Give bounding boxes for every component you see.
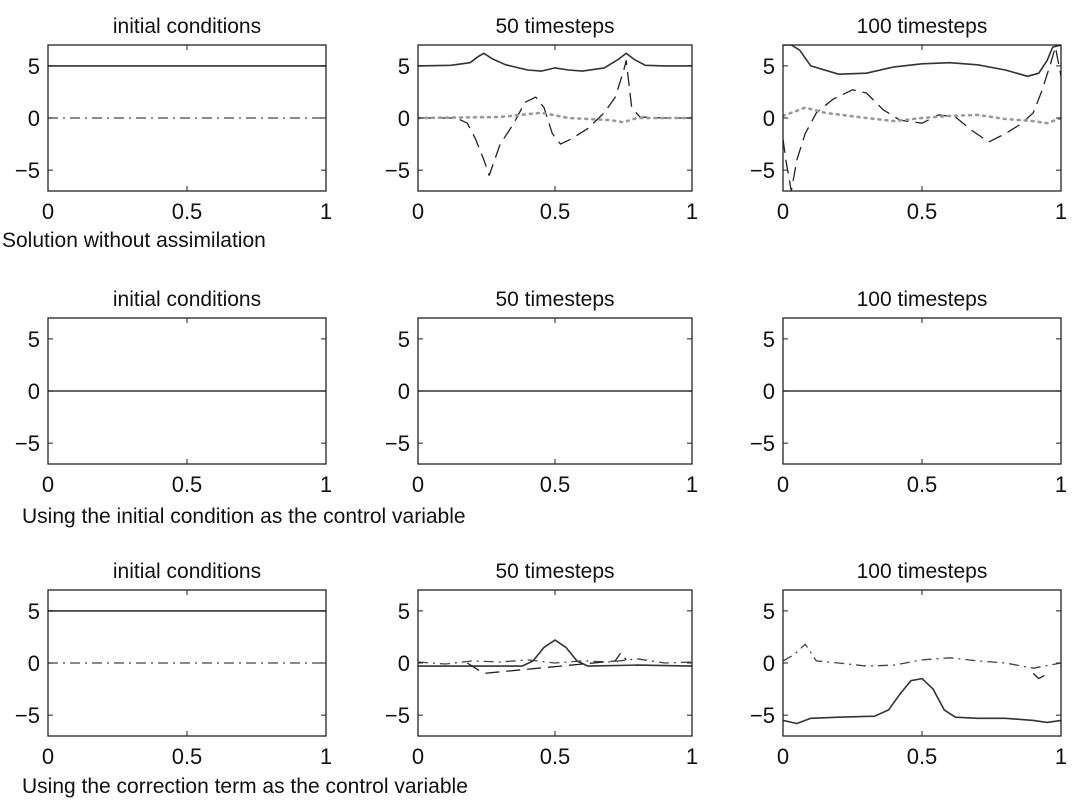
y-tick-label: 0 <box>763 651 775 676</box>
y-tick-label: 0 <box>28 651 40 676</box>
x-tick-label: 0.5 <box>907 472 938 497</box>
y-tick-label: 5 <box>763 54 775 79</box>
subplot-title: 50 timesteps <box>495 560 614 583</box>
series-group <box>48 610 326 664</box>
x-tick-label: 0 <box>412 472 424 497</box>
series-line-solid-1 <box>418 639 692 667</box>
y-tick-label: 0 <box>398 379 410 404</box>
subplot-title: initial conditions <box>113 560 261 583</box>
row-caption-3: Using the correction term as the control… <box>22 775 468 798</box>
series-group <box>418 52 692 177</box>
x-tick-label: 0 <box>777 199 789 224</box>
subplot-title: 100 timesteps <box>857 288 988 311</box>
x-tick-label: 0.5 <box>172 199 203 224</box>
x-tick-label: 0 <box>412 199 424 224</box>
y-tick-label: 0 <box>398 651 410 676</box>
y-tick-label: −5 <box>15 158 40 183</box>
x-tick-label: 1 <box>1055 199 1067 224</box>
x-tick-label: 1 <box>320 199 332 224</box>
series-line-dashed-3 <box>1032 670 1048 680</box>
x-tick-label: 0.5 <box>540 744 571 769</box>
y-tick-label: −5 <box>750 703 775 728</box>
subplot-title: 50 timesteps <box>495 15 614 38</box>
y-tick-label: 5 <box>28 327 40 352</box>
y-tick-label: −5 <box>15 703 40 728</box>
y-tick-label: −5 <box>15 431 40 456</box>
series-line-dashdot-2 <box>783 643 1061 669</box>
axes-frame <box>782 589 1062 737</box>
y-tick-label: −5 <box>750 158 775 183</box>
x-tick-label: 1 <box>320 744 332 769</box>
y-tick-label: 0 <box>28 106 40 131</box>
x-tick-label: 1 <box>1055 472 1067 497</box>
x-tick-label: 1 <box>686 744 698 769</box>
x-tick-label: 0 <box>42 744 54 769</box>
series-line-dotted-3 <box>783 106 1061 125</box>
y-tick-label: −5 <box>750 431 775 456</box>
y-tick-label: 0 <box>763 379 775 404</box>
row-caption-1: Solution without assimilation <box>2 229 266 252</box>
y-tick-label: −5 <box>385 703 410 728</box>
x-tick-label: 0 <box>777 744 789 769</box>
x-tick-label: 1 <box>320 472 332 497</box>
y-tick-label: 5 <box>398 599 410 624</box>
x-tick-label: 0.5 <box>172 472 203 497</box>
x-tick-label: 0 <box>42 199 54 224</box>
y-tick-label: 5 <box>763 327 775 352</box>
y-tick-label: 5 <box>28 54 40 79</box>
x-tick-label: 0.5 <box>907 199 938 224</box>
y-tick-label: 5 <box>763 599 775 624</box>
y-tick-label: −5 <box>385 431 410 456</box>
x-tick-label: 0 <box>412 744 424 769</box>
x-tick-label: 0.5 <box>540 199 571 224</box>
y-tick-label: 0 <box>398 106 410 131</box>
y-tick-label: 0 <box>28 379 40 404</box>
x-tick-label: 1 <box>686 472 698 497</box>
y-tick-label: 5 <box>398 327 410 352</box>
x-tick-label: 0 <box>777 472 789 497</box>
series-line-dashdot-2 <box>418 658 692 665</box>
x-tick-label: 1 <box>686 199 698 224</box>
y-tick-label: 5 <box>28 599 40 624</box>
series-group <box>783 45 1061 191</box>
series-line-dashed-2 <box>418 59 692 177</box>
x-tick-label: 0 <box>42 472 54 497</box>
series-line-solid-1 <box>783 677 1061 725</box>
series-group <box>783 643 1061 725</box>
series-line-dotted-3 <box>418 111 692 124</box>
x-tick-label: 0.5 <box>907 744 938 769</box>
y-tick-label: 0 <box>763 106 775 131</box>
subplot-title: 50 timesteps <box>495 288 614 311</box>
row-caption-2: Using the initial condition as the contr… <box>22 505 466 528</box>
y-tick-label: −5 <box>385 158 410 183</box>
x-tick-label: 0.5 <box>172 744 203 769</box>
x-tick-label: 0.5 <box>540 472 571 497</box>
series-line-dashed-2 <box>783 46 1061 191</box>
subplot-title: initial conditions <box>113 15 261 38</box>
series-line-dashed-3 <box>466 651 627 675</box>
subplot-title: initial conditions <box>113 288 261 311</box>
series-group <box>48 65 326 119</box>
y-tick-label: 5 <box>398 54 410 79</box>
subplot-title: 100 timesteps <box>857 560 988 583</box>
subplot-title: 100 timesteps <box>857 15 988 38</box>
series-line-solid-1 <box>418 52 692 72</box>
series-line-solid-1 <box>783 45 1061 78</box>
series-group <box>418 639 692 675</box>
x-tick-label: 1 <box>1055 744 1067 769</box>
